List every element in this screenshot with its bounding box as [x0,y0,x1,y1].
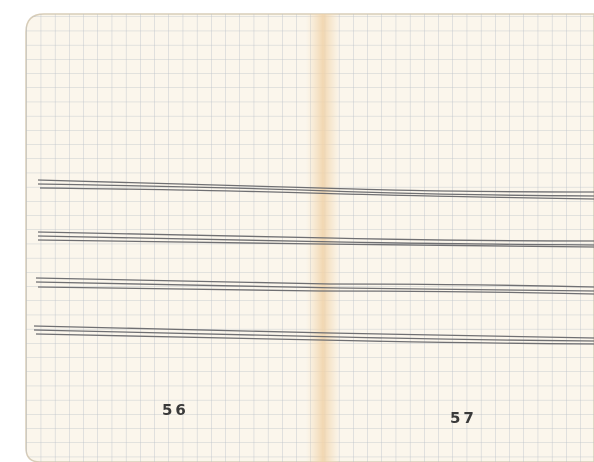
notebook-photo: 56 57 [0,0,594,462]
page: 56 57 (() => { const data = JSON.parse(d… [0,0,594,462]
page-number: 57 [450,409,477,427]
page-number: 56 [162,401,189,419]
